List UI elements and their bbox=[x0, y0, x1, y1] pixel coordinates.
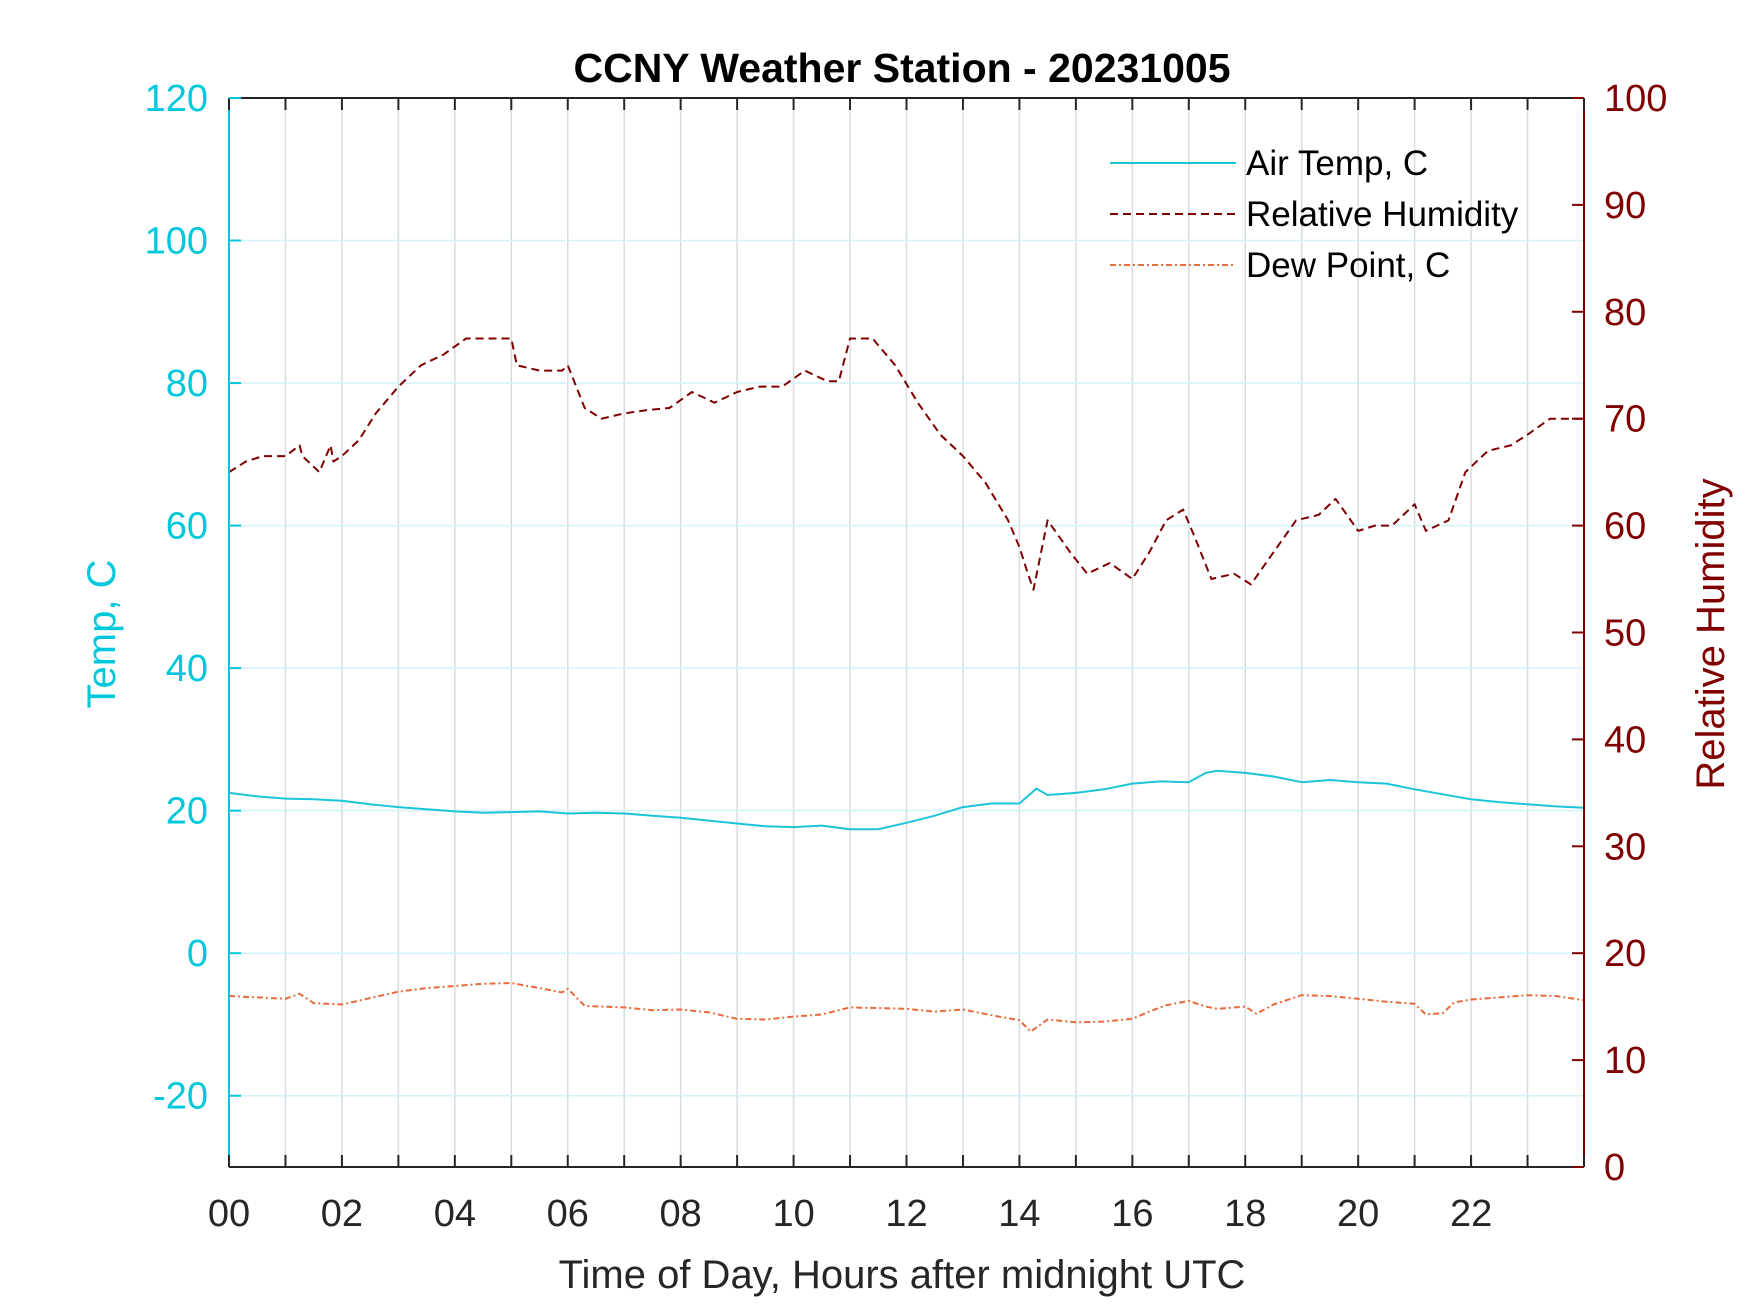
x-tick-label: 02 bbox=[321, 1193, 363, 1235]
x-tick-label: 08 bbox=[660, 1193, 702, 1235]
legend: Air Temp, C Relative Humidity Dew Point,… bbox=[1110, 144, 1519, 285]
x-tick-label: 22 bbox=[1450, 1193, 1492, 1235]
y-tick-label-right: 100 bbox=[1604, 78, 1667, 120]
y-tick-label-right: 40 bbox=[1604, 719, 1646, 761]
air-temp-line bbox=[228, 769, 1585, 831]
y-tick-label-right: 20 bbox=[1604, 933, 1646, 975]
y-tick-label-left: 40 bbox=[166, 648, 208, 690]
y-tick-label-left: 20 bbox=[166, 791, 208, 833]
y-tick-label-right: 90 bbox=[1604, 185, 1646, 227]
y-axis-label-left: Temp, C bbox=[80, 560, 124, 709]
axes-layer bbox=[228, 97, 1585, 1168]
y-tick-label-left: 60 bbox=[166, 506, 208, 548]
y-tick-label-left: 100 bbox=[145, 221, 208, 263]
legend-label-relative-humidity: Relative Humidity bbox=[1246, 195, 1519, 234]
x-axis-label: Time of Day, Hours after midnight UTC bbox=[559, 1253, 1246, 1297]
x-tick-label: 14 bbox=[998, 1193, 1040, 1235]
y-tick-label-right: 30 bbox=[1604, 826, 1646, 868]
y-tick-label-left: 80 bbox=[166, 363, 208, 405]
x-tick-label: 00 bbox=[208, 1193, 250, 1235]
y-tick-label-right: 60 bbox=[1604, 506, 1646, 548]
series-layer bbox=[228, 337, 1585, 1033]
chart-title: CCNY Weather Station - 20231005 bbox=[573, 45, 1230, 91]
dew-point-line bbox=[228, 982, 1585, 1033]
x-tick-label: 04 bbox=[434, 1193, 476, 1235]
y-tick-label-right: 80 bbox=[1604, 292, 1646, 334]
relative-humidity-line bbox=[228, 337, 1584, 591]
x-tick-label: 10 bbox=[772, 1193, 814, 1235]
y-tick-label-left: 120 bbox=[145, 78, 208, 120]
y-tick-label-right: 0 bbox=[1604, 1147, 1625, 1189]
y-axis-label-right: Relative Humidity bbox=[1689, 478, 1733, 789]
x-tick-label: 20 bbox=[1337, 1193, 1379, 1235]
y-tick-label-right: 70 bbox=[1604, 399, 1646, 441]
y-tick-label-right: 50 bbox=[1604, 613, 1646, 655]
y-tick-label-right: 10 bbox=[1604, 1040, 1646, 1082]
ticks-layer: 00 02 04 06 08 10 12 14 16 18 20 22-200204060801001… bbox=[145, 78, 1668, 1235]
x-tick-label: 06 bbox=[547, 1193, 589, 1235]
legend-label-air-temp: Air Temp, C bbox=[1246, 144, 1428, 183]
legend-label-dew-point: Dew Point, C bbox=[1246, 246, 1450, 285]
x-tick-label: 12 bbox=[885, 1193, 927, 1235]
x-tick-label: 18 bbox=[1224, 1193, 1266, 1235]
x-tick-label: 16 bbox=[1111, 1193, 1153, 1235]
y-tick-label-left: -20 bbox=[153, 1076, 208, 1118]
y-tick-label-left: 0 bbox=[187, 933, 208, 975]
